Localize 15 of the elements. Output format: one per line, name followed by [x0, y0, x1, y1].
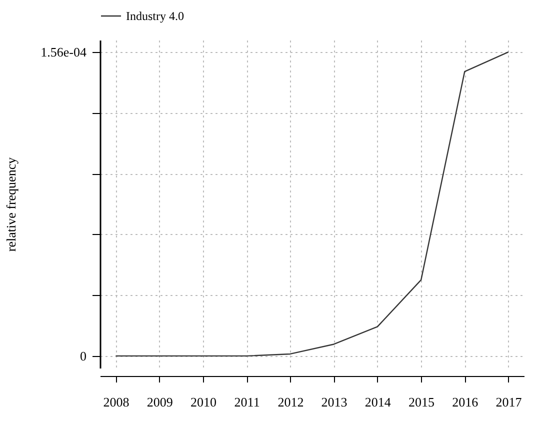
- x-tick-label: 2014: [364, 394, 392, 410]
- x-tick-label: 2010: [190, 394, 216, 410]
- y-axis-title: relative frequency: [4, 156, 19, 252]
- x-tick-label: 2013: [321, 394, 348, 410]
- x-tick-label: 2016: [452, 394, 479, 410]
- x-tick-label: 2011: [234, 394, 260, 410]
- legend-label: Industry 4.0: [126, 9, 184, 23]
- y-tick-label: 1.56e-04: [40, 44, 87, 60]
- x-tick-label: 2017: [496, 394, 522, 410]
- x-tick-label: 2008: [103, 394, 130, 410]
- x-tick-label: 2012: [278, 394, 304, 410]
- y-tick-label: 0: [80, 348, 86, 364]
- line-series: [115, 51, 509, 357]
- x-tick-label: 2009: [146, 394, 173, 410]
- x-tick-label: 2015: [408, 394, 435, 410]
